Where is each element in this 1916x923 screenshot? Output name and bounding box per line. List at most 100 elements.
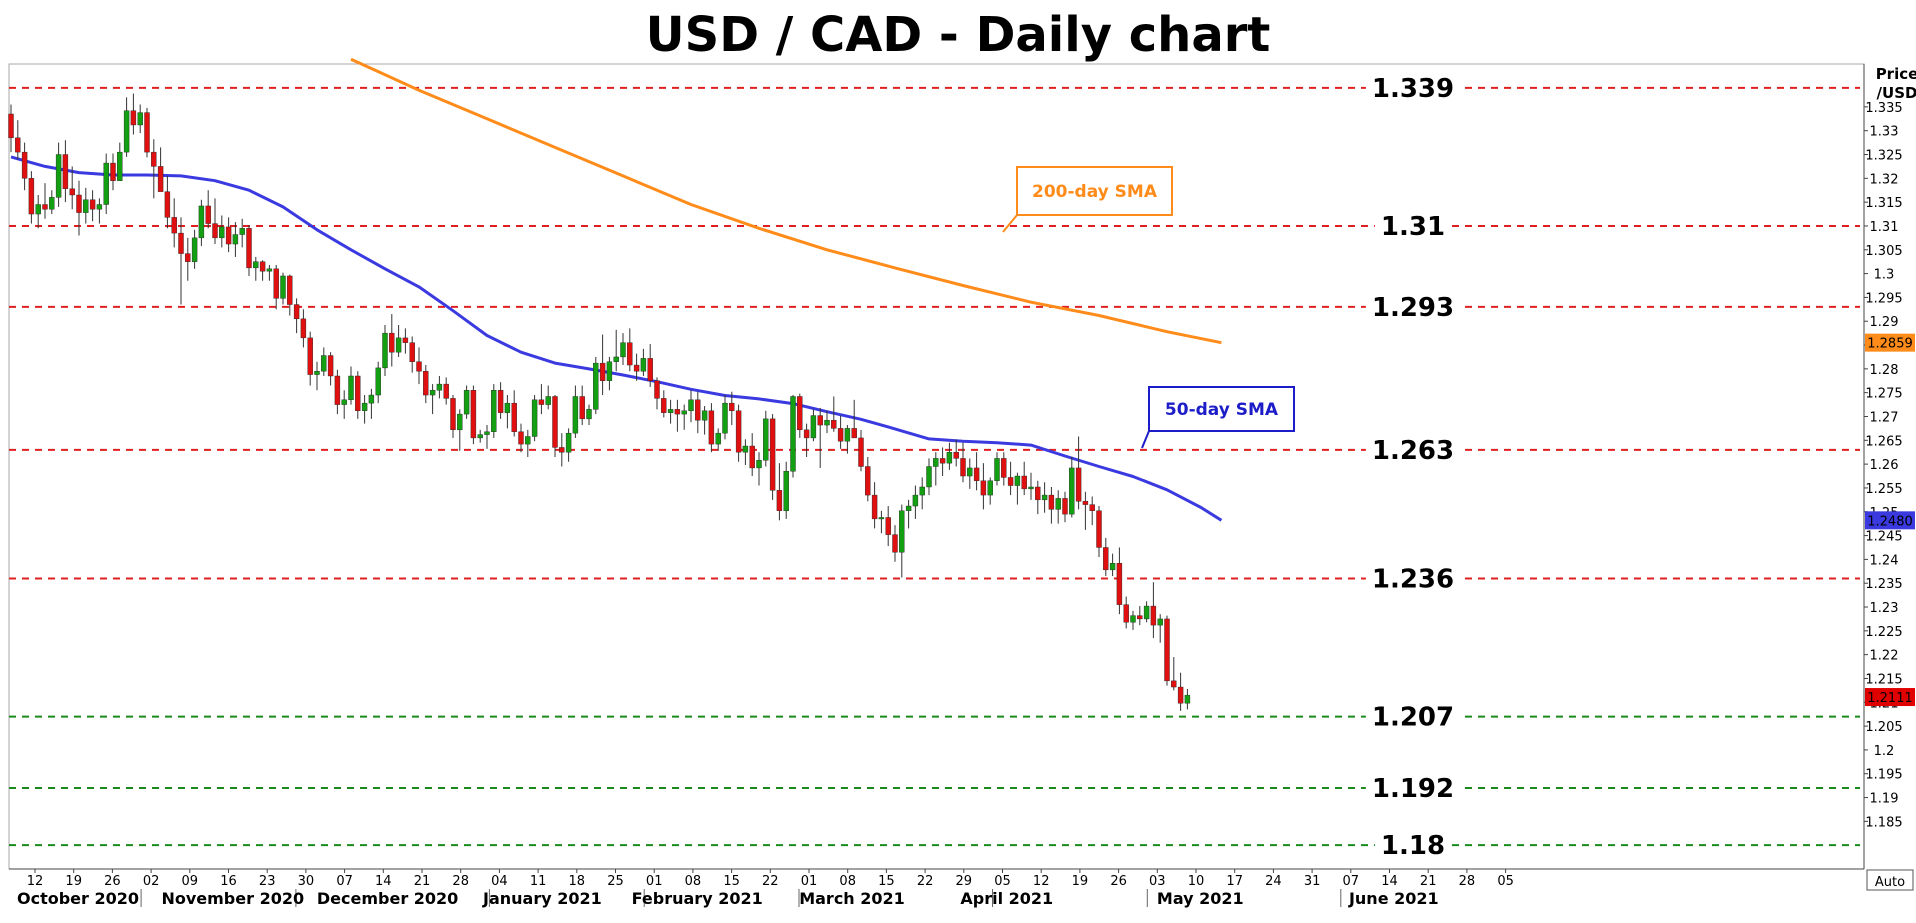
candle-body-20 [144, 112, 150, 153]
candle-body-139 [953, 452, 959, 459]
level-label-5: 1.207 [1372, 703, 1454, 733]
y-axis-title-1: /USD [1877, 84, 1916, 102]
candle-body-147 [1007, 477, 1014, 486]
candle-body-141 [967, 467, 973, 477]
candle-body-35 [246, 228, 252, 269]
y-tick-label-19: 1.24 [1870, 553, 1899, 568]
x-tick-label-5: 16 [220, 874, 237, 889]
sma-last-value-0-bg [1865, 333, 1915, 352]
candle-body-30 [212, 223, 218, 239]
level-label-bg-0 [1365, 72, 1461, 105]
candle-body-14 [103, 162, 109, 205]
annotations-layer: 200-day SMA 50-day SMA [1002, 166, 1295, 449]
candle-body-127 [871, 494, 878, 520]
x-tick-label-16: 01 [646, 874, 663, 889]
last-price-marker: 1.2111 [1867, 691, 1913, 706]
candle-body-151 [1035, 486, 1041, 501]
candle-body-9 [69, 188, 75, 196]
candle-body-38 [266, 268, 273, 272]
candle-body-128 [878, 517, 885, 520]
y-tick-label-13: 1.27 [1870, 410, 1899, 425]
y-tick-label-15: 1.26 [1870, 458, 1899, 473]
x-tick-label-36: 21 [1420, 874, 1437, 889]
candle-body-172 [1177, 686, 1184, 704]
candle-body-49 [341, 399, 347, 405]
candle-body-21 [151, 151, 157, 167]
candle-body-24 [171, 217, 177, 234]
candle-body-48 [334, 375, 341, 405]
x-tick-label-3: 02 [143, 874, 160, 889]
level-label-bg-2 [1365, 291, 1461, 324]
y-tick-label-6: 1.305 [1865, 244, 1902, 259]
candle-body-97 [667, 409, 674, 413]
candle-body-123 [844, 428, 851, 442]
candle-body-78 [538, 399, 545, 405]
levels-layer: 1.339 1.31 1.293 1.263 1.236 1.207 1.192 1.18 [9, 72, 1860, 863]
x-tick-label-35: 14 [1381, 874, 1398, 889]
month-label-8: June 2021 [1348, 889, 1439, 908]
candle-body-72 [497, 390, 504, 413]
y-axis: 1.335 1.33 1.325 1.32 1.315 1.31 1.305 1.3 1.295… [1864, 65, 1916, 891]
candle-body-135 [926, 466, 932, 488]
candle-body-121 [831, 420, 837, 429]
candle-body-158 [1082, 501, 1089, 505]
chart-title: USD / CAD - Daily chart [645, 7, 1271, 63]
candle-body-16 [117, 151, 123, 181]
y-tick-label-7: 1.3 [1874, 268, 1895, 283]
x-axis: 12 19 26 02 09 16 23 30 07 14 21 28 04 11 18 25 01 08 15 22… [17, 869, 1514, 908]
candle-body-96 [661, 398, 667, 413]
annotation-box-0 [1016, 166, 1173, 216]
candle-body-46 [321, 355, 327, 372]
candle-body-64 [443, 383, 449, 399]
x-tick-label-22: 15 [878, 874, 895, 889]
candle-body-76 [525, 436, 531, 445]
candle-body-32 [225, 226, 232, 245]
x-tick-label-15: 25 [607, 874, 624, 889]
candle-body-131 [899, 510, 905, 553]
x-tick-label-27: 19 [1072, 874, 1089, 889]
candle-body-10 [76, 194, 82, 213]
candle-body-7 [55, 154, 62, 198]
y-tick-label-3: 1.32 [1870, 172, 1899, 187]
annotation-leader-0 [1002, 214, 1018, 233]
candle-body-26 [185, 253, 191, 262]
candle-body-130 [892, 534, 898, 553]
candle-body-73 [504, 402, 511, 413]
candle-body-60 [416, 361, 422, 372]
candle-body-1 [15, 137, 21, 153]
candle-body-13 [96, 204, 103, 210]
candle-body-36 [253, 261, 259, 269]
candle-body-37 [259, 261, 266, 272]
candle-body-112 [769, 418, 776, 491]
candle-body-166 [1137, 615, 1143, 620]
x-tick-label-8: 07 [336, 874, 353, 889]
candle-body-47 [327, 355, 334, 377]
candle-body-94 [647, 358, 653, 381]
candle-body-142 [973, 467, 980, 481]
candle-body-53 [368, 394, 375, 404]
auto-scale-button[interactable] [1866, 869, 1914, 891]
y-tick-label-24: 1.215 [1865, 672, 1902, 687]
candle-body-105 [722, 402, 728, 434]
y-tick-label-26: 1.205 [1865, 720, 1902, 735]
sma-line-0 [350, 57, 1222, 345]
y-tick-label-11: 1.28 [1870, 363, 1899, 378]
x-tick-label-26: 12 [1033, 874, 1050, 889]
candle-body-22 [157, 166, 164, 192]
sma-line-1 [10, 155, 1223, 522]
candle-body-57 [395, 337, 402, 353]
candle-body-168 [1150, 605, 1157, 626]
sma-layer [10, 57, 1223, 522]
sma-last-value-0: 1.2859 [1867, 337, 1913, 352]
x-tick-label-32: 24 [1265, 874, 1282, 889]
candle-body-83 [572, 396, 579, 434]
candle-body-27 [191, 237, 198, 262]
candle-body-82 [565, 432, 572, 453]
candle-body-50 [348, 375, 354, 401]
level-label-0: 1.339 [1372, 74, 1454, 104]
candle-body-132 [905, 505, 912, 511]
last-price-marker-bg [1865, 688, 1915, 707]
annotation-leader-1 [1141, 430, 1150, 449]
x-tick-label-38: 05 [1497, 874, 1514, 889]
